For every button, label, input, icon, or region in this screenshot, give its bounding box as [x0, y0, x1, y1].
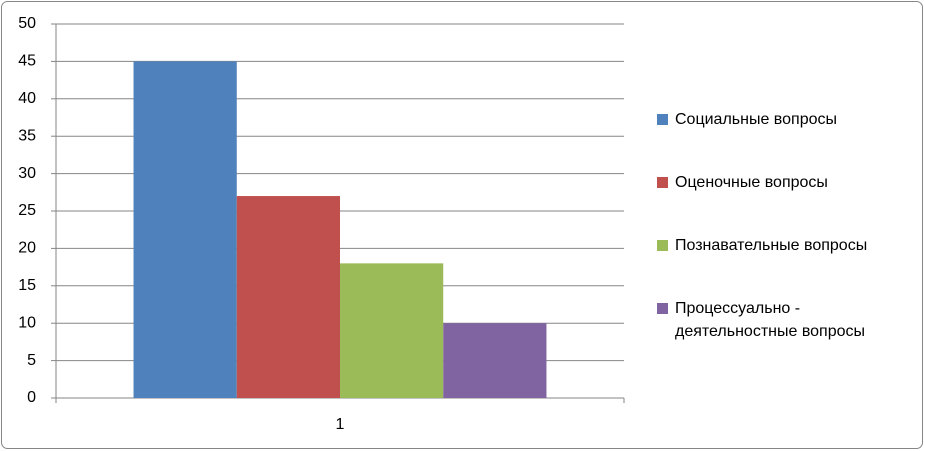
bar	[133, 61, 237, 399]
legend-item: Социальные вопросы	[657, 108, 920, 131]
legend-label: Социальные вопросы	[675, 111, 837, 128]
y-tick-label: 10	[18, 314, 36, 331]
legend-label: Процессуально - деятельностные вопросы	[675, 300, 866, 340]
bar	[236, 196, 340, 398]
legend-item: Познавательные вопросы	[657, 234, 920, 257]
y-tick-label: 50	[18, 15, 36, 32]
y-tick-label: 45	[18, 53, 36, 70]
y-tick-label: 40	[18, 90, 36, 107]
legend-item: Оценочные вопросы	[657, 171, 920, 194]
y-tick-label: 0	[27, 389, 36, 406]
legend-label: Познавательные вопросы	[675, 237, 868, 254]
bar	[340, 263, 444, 398]
y-tick-label: 25	[18, 202, 36, 219]
y-tick-label: 30	[18, 165, 36, 182]
legend-swatch	[657, 240, 668, 251]
legend-swatch	[657, 114, 668, 125]
y-tick-label: 20	[18, 240, 36, 257]
legend-swatch	[657, 177, 668, 188]
legend-label: Оценочные вопросы	[675, 174, 828, 191]
bar	[443, 323, 547, 398]
y-tick-label: 35	[18, 127, 36, 144]
legend-swatch	[657, 303, 668, 314]
legend-item: Процессуально - деятельностные вопросы	[657, 297, 920, 343]
y-tick-label: 15	[18, 277, 36, 294]
y-tick-label: 5	[27, 352, 36, 369]
x-tick-label: 1	[336, 416, 345, 433]
